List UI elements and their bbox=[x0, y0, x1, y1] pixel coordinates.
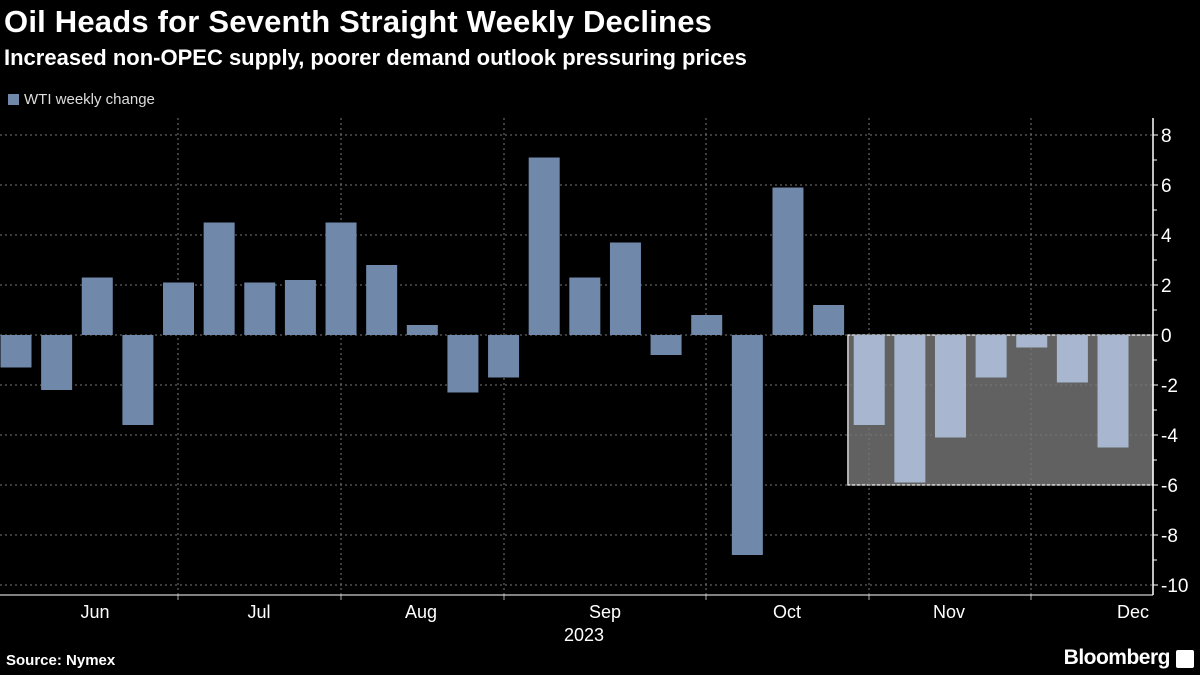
chart-subtitle: Increased non-OPEC supply, poorer demand… bbox=[4, 45, 747, 70]
legend: WTI weekly change bbox=[8, 91, 155, 108]
bar bbox=[1056, 335, 1088, 383]
bar bbox=[244, 282, 276, 335]
bloomberg-logo: Bloomberg bbox=[1063, 646, 1171, 669]
bar bbox=[853, 335, 885, 425]
y-tick-label: -2 bbox=[1161, 376, 1178, 397]
bar bbox=[650, 335, 682, 355]
bar bbox=[731, 335, 763, 555]
bar bbox=[975, 335, 1007, 378]
y-tick-label: 8 bbox=[1161, 126, 1172, 147]
bar bbox=[163, 282, 195, 335]
x-tick-label: Sep bbox=[589, 602, 621, 622]
bar bbox=[528, 157, 560, 335]
bar bbox=[203, 222, 235, 335]
y-tick-label: -8 bbox=[1161, 526, 1178, 547]
bar bbox=[813, 305, 845, 335]
bloomberg-chart-icon bbox=[1176, 650, 1194, 668]
bar bbox=[0, 335, 32, 368]
y-tick-label: -6 bbox=[1161, 476, 1178, 497]
bar bbox=[122, 335, 154, 425]
chart-title: Oil Heads for Seventh Straight Weekly De… bbox=[4, 4, 713, 39]
bar bbox=[1016, 335, 1048, 348]
bar bbox=[284, 280, 316, 335]
x-tick-label: Dec bbox=[1117, 602, 1149, 622]
bar bbox=[325, 222, 357, 335]
x-tick-label: Nov bbox=[933, 602, 965, 622]
bar bbox=[609, 242, 641, 335]
x-tick-label: Jun bbox=[80, 602, 109, 622]
bar bbox=[41, 335, 73, 390]
bar bbox=[691, 315, 723, 335]
legend-swatch bbox=[8, 94, 19, 105]
bar bbox=[772, 187, 804, 335]
bar bbox=[406, 325, 438, 335]
bar bbox=[488, 335, 520, 378]
y-tick-label: 6 bbox=[1161, 176, 1172, 197]
x-tick-label: Oct bbox=[773, 602, 801, 622]
x-tick-label: Jul bbox=[247, 602, 270, 622]
legend-label: WTI weekly change bbox=[24, 91, 155, 108]
bar bbox=[81, 277, 113, 335]
bar bbox=[366, 265, 398, 335]
y-tick-label: 4 bbox=[1161, 226, 1172, 247]
y-tick-label: 0 bbox=[1161, 326, 1172, 347]
x-year-label: 2023 bbox=[564, 625, 604, 645]
source-note: Source: Nymex bbox=[6, 652, 116, 669]
bar bbox=[934, 335, 966, 438]
y-tick-label: -10 bbox=[1161, 576, 1188, 597]
x-tick-label: Aug bbox=[405, 602, 437, 622]
bar bbox=[1097, 335, 1129, 448]
y-tick-label: -4 bbox=[1161, 426, 1178, 447]
y-tick-label: 2 bbox=[1161, 276, 1172, 297]
bar bbox=[447, 335, 479, 393]
bar bbox=[569, 277, 601, 335]
bar bbox=[894, 335, 926, 483]
